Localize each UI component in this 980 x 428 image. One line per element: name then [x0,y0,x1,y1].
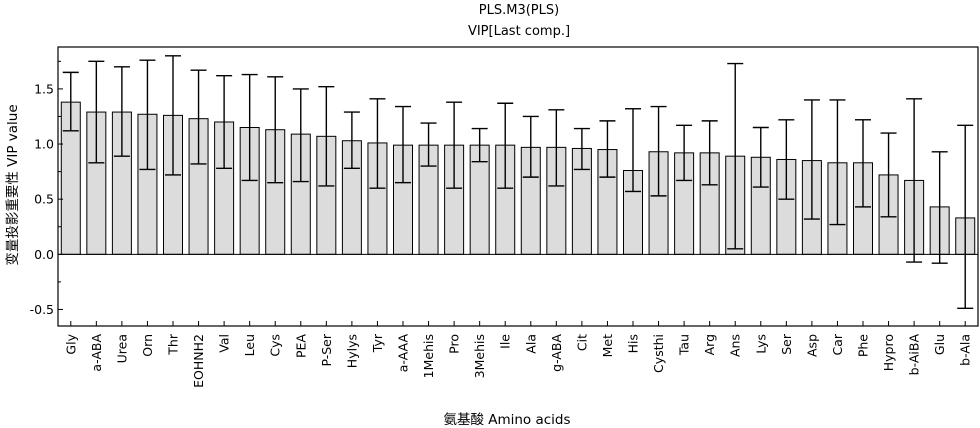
x-tick-label: Asp [804,334,819,357]
error-bar-Lys [752,126,769,188]
x-tick-label: g-ABA [549,334,564,372]
error-bar-Glu [931,151,948,264]
x-tick-label: P-Ser [319,333,334,366]
x-tick-label: Val [217,334,232,353]
error-bar-Cys [267,76,284,184]
x-tick-label: Lys [753,334,768,354]
x-tick-label: Tau [677,334,692,356]
error-bar-Ile [497,102,514,189]
x-axis-label: 氨基酸 Amino acids [443,411,570,428]
error-bar-Pro [446,101,463,189]
x-tick-label: Urea [114,334,129,363]
x-tick-label: Arg [702,334,717,355]
x-tick-label: Ans [728,334,743,357]
chart-subtitle: VIP[Last comp.] [468,24,570,39]
error-bar-Tau [676,124,693,182]
y-tick-label: 1.0 [34,137,54,152]
error-bar-Leu [241,73,258,182]
x-tick-label: Met [600,334,615,357]
error-bar-Cysthi [650,105,667,197]
error-bar-Val [216,74,233,170]
x-tick-label: Ile [498,334,513,349]
x-tick-label: 1Mehis [421,334,436,378]
y-tick-label: 0.5 [34,192,54,207]
x-tick-label: 3Mehis [472,334,487,378]
x-tick-label: Phe [856,334,871,357]
error-bar-Hylys [343,111,360,170]
y-tick-label: 0.0 [34,247,54,262]
error-bar-Orn [139,59,156,171]
error-bar-Thr [165,55,181,176]
error-bar-Hypro [880,132,897,218]
chart-title: PLS.M3(PLS) [479,3,559,18]
x-tick-label: Ala [523,334,538,354]
error-bar-b-AiBA [906,98,923,263]
x-tick-label: b-Ala [958,334,973,366]
x-tick-label: a-AAA [396,334,411,373]
x-tick-label: Glu [932,334,947,355]
errorbars-layer [62,55,974,310]
error-bar-Car [829,99,846,226]
error-bar-Ala [522,115,539,178]
x-tick-label: Cys [268,334,283,357]
x-tick-label: Tyr [370,333,385,353]
y-tick-label: 1.5 [34,81,54,96]
x-tick-label: Pro [447,334,462,354]
error-bar-a-ABA [88,60,105,164]
plot-frame [57,46,979,327]
error-bar-P-Ser [318,85,335,187]
x-tick-label: Cit [574,334,589,351]
x-tick-label: b-AiBA [907,334,922,376]
error-bar-1Mehis [420,122,437,167]
x-tick-label: Orn [140,334,155,357]
x-tick-label: Thr [166,333,181,356]
x-tick-label: Hypro [881,334,896,371]
x-tick-label: Ser [779,333,794,355]
error-bar-Arg [701,120,718,186]
error-bar-Gly [62,71,79,132]
y-axis-label: 变量投影重要性 VIP value [5,104,21,265]
x-tick-label: Leu [242,334,257,356]
error-bar-Tyr [369,98,386,189]
x-tick-label: His [626,334,641,353]
error-bar-Urea [113,66,130,157]
error-bar-a-AAA [395,105,411,184]
error-bar-EOHNH2 [190,69,207,165]
error-bar-b-Ala [957,124,974,310]
error-bar-Ans [727,62,744,250]
x-tick-label: PEA [293,334,308,358]
bars-layer [60,101,976,255]
error-bar-Met [599,120,616,178]
x-axis-labels: Gly a-ABA Urea Orn Thr EOHNH2 Val Leu Cys PEA P-Se… [63,321,973,388]
x-tick-label: a-ABA [89,334,104,372]
y-tick-label: -0.5 [30,302,54,317]
error-bar-Ser [778,119,795,200]
x-tick-label: Car [830,333,845,355]
x-tick-label: Hylys [344,334,359,368]
error-bar-Cit [573,127,590,171]
error-bar-Asp [803,99,820,220]
error-bar-PEA [292,88,309,183]
error-bar-g-ABA [548,109,565,187]
error-bar-3Mehis [471,127,488,163]
x-tick-label: Cysthi [651,334,666,373]
x-tick-label: EOHNH2 [191,334,206,388]
x-tick-label: Gly [63,333,78,354]
error-bar-Phe [855,119,871,208]
error-bar-His [625,108,641,193]
y-axis: -0.5 0.0 0.5 1.0 1.5 [30,60,63,317]
